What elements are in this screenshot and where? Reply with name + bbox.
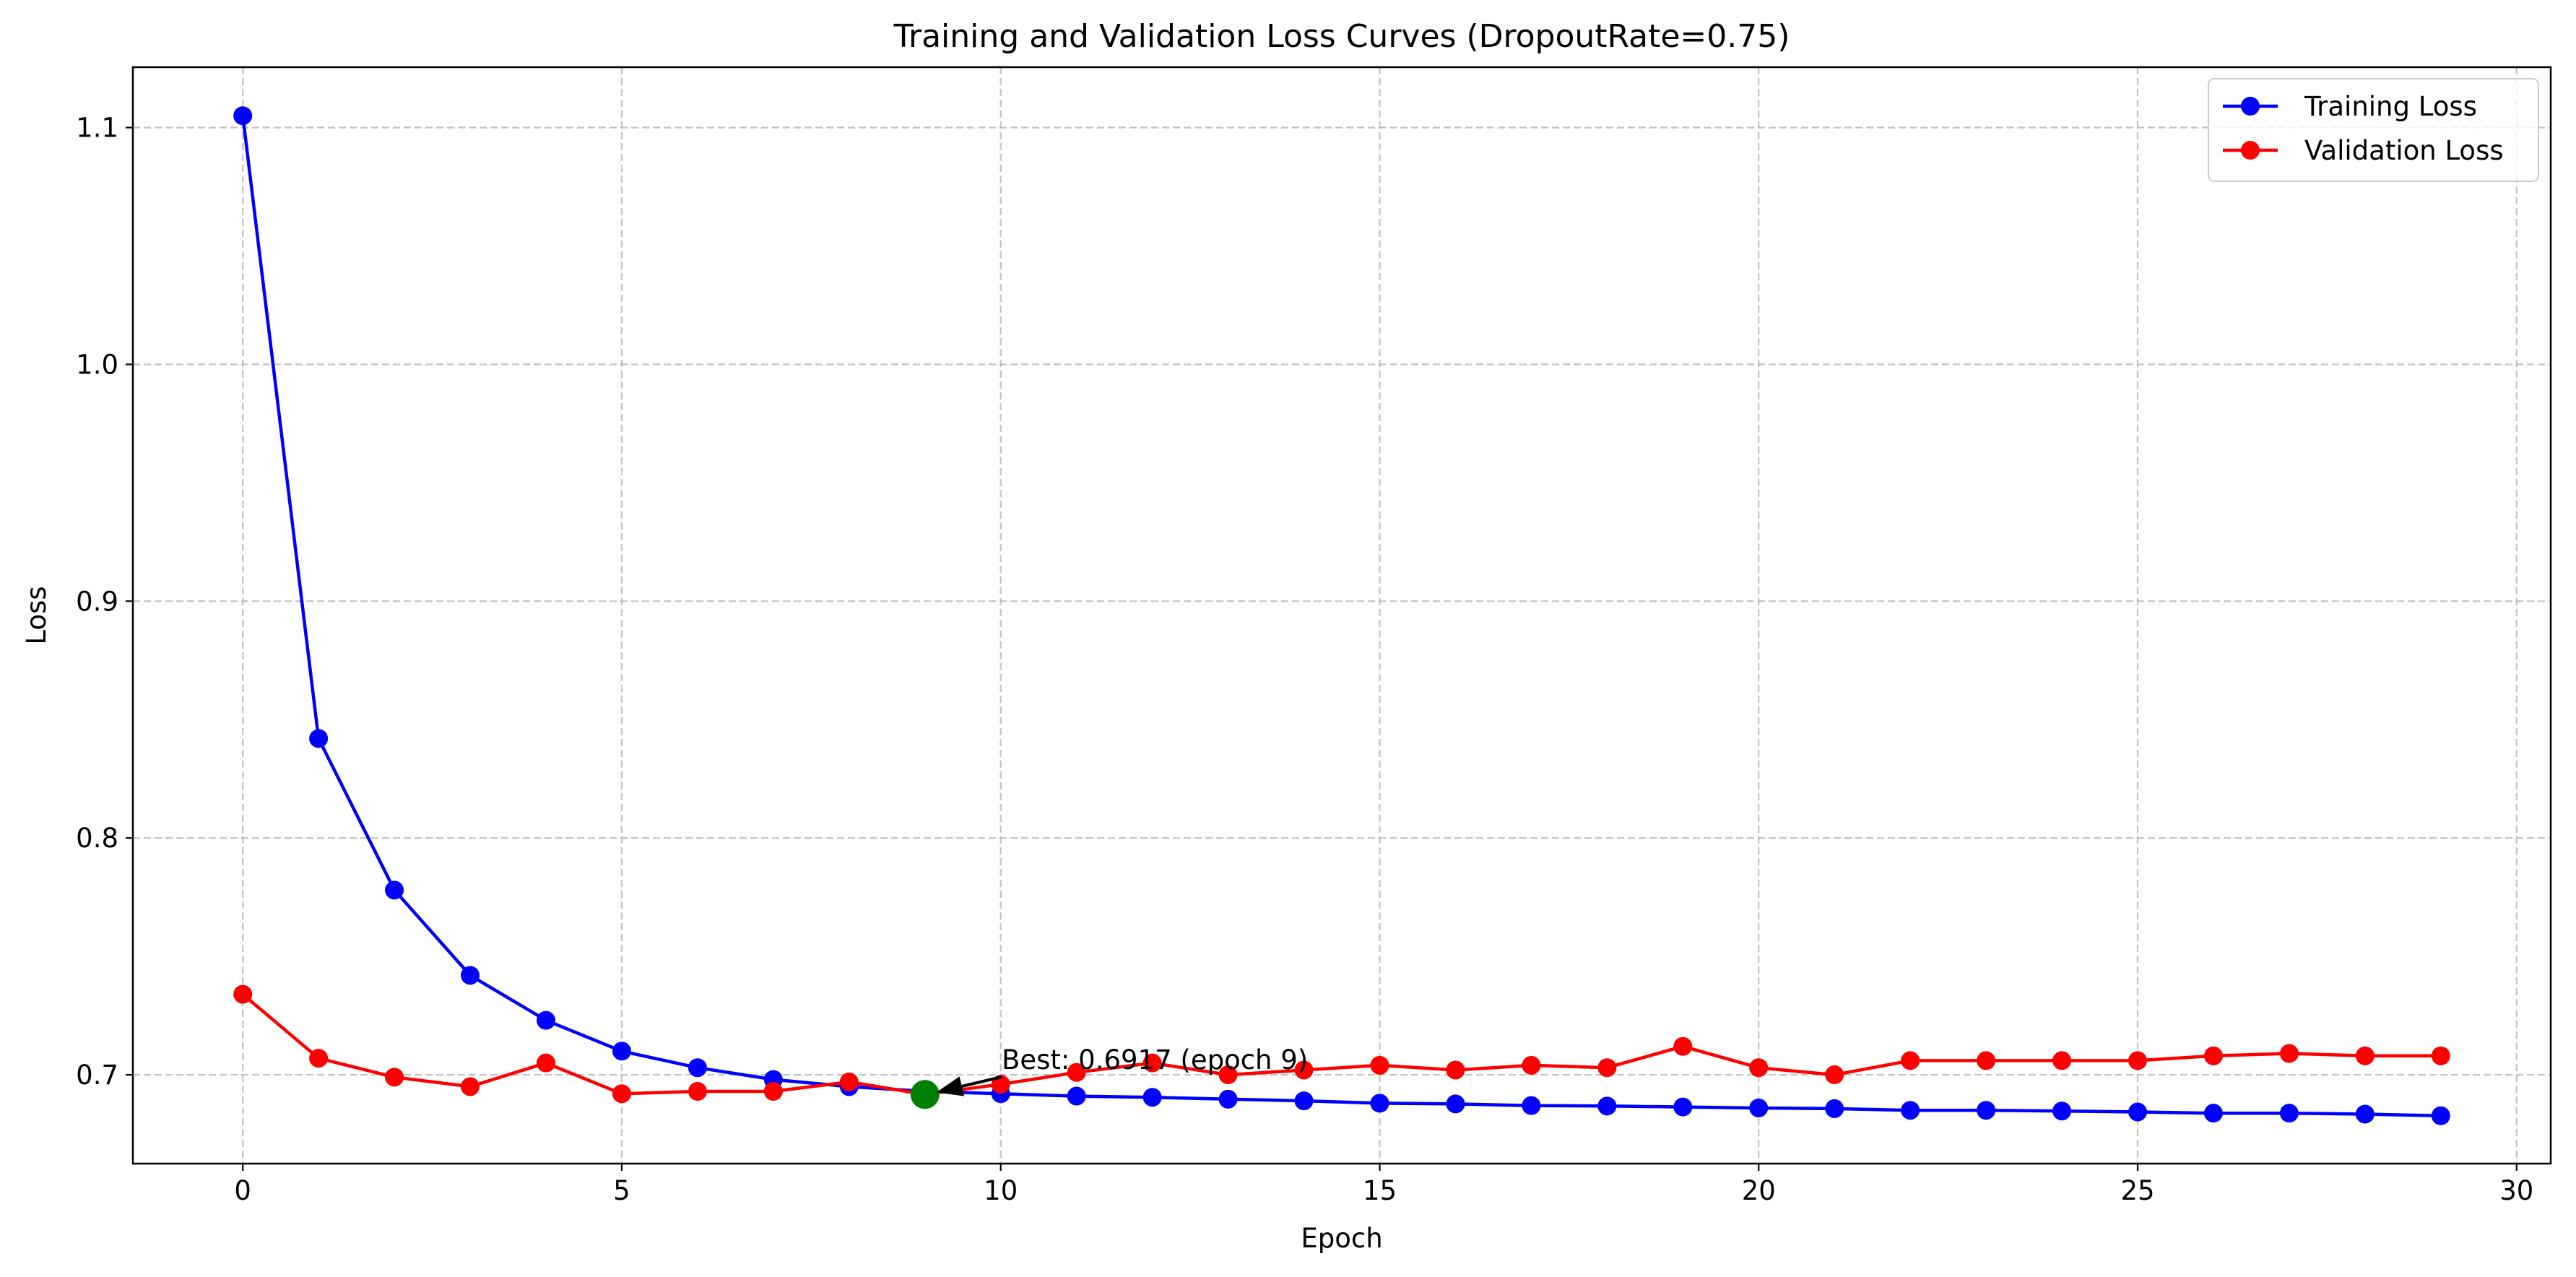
x-tick-label: 5: [613, 1175, 630, 1206]
x-tick-label: 15: [1363, 1175, 1397, 1206]
y-axis-label: Loss: [21, 586, 52, 644]
validation-loss-point: [2279, 1044, 2299, 1063]
training-loss-point: [1142, 1088, 1162, 1107]
legend-validation-marker: [2241, 141, 2260, 160]
x-tick-label: 10: [984, 1175, 1018, 1206]
validation-loss-point: [763, 1082, 783, 1101]
best-annotation: Best: 0.6917 (epoch 9): [910, 1044, 1308, 1109]
validation-loss-point: [2431, 1046, 2450, 1065]
best-point-marker: [910, 1080, 940, 1109]
validation-loss-point: [1597, 1058, 1617, 1078]
legend-box: [2208, 78, 2539, 182]
x-tick-label: 0: [234, 1175, 251, 1206]
training-loss-point: [309, 729, 329, 748]
validation-loss-point: [385, 1068, 404, 1087]
training-loss-point: [1218, 1089, 1238, 1109]
grid: [133, 67, 2551, 1164]
validation-loss-point: [1294, 1060, 1314, 1080]
x-tick-label: 25: [2120, 1175, 2154, 1206]
validation-loss-point: [2128, 1051, 2148, 1070]
validation-loss-point: [1749, 1058, 1769, 1078]
series-layer: [233, 106, 2450, 1125]
training-loss-point: [461, 966, 480, 985]
validation-loss-point: [1673, 1036, 1693, 1056]
validation-loss-point: [1218, 1065, 1238, 1085]
training-loss-point: [1446, 1094, 1465, 1114]
training-loss-point: [1597, 1096, 1617, 1116]
training-loss-point: [385, 880, 404, 900]
legend-validation-label: Validation Loss: [2304, 135, 2504, 166]
y-tick-label: 0.8: [76, 823, 118, 854]
validation-loss-point: [688, 1082, 707, 1101]
x-axis-label: Epoch: [1301, 1223, 1382, 1254]
validation-loss-point: [1446, 1060, 1465, 1080]
y-tick-label: 0.7: [76, 1060, 118, 1091]
y-tick-label: 1.0: [76, 349, 118, 380]
validation-loss-point: [1977, 1051, 1996, 1070]
validation-loss-point: [1370, 1055, 1389, 1075]
validation-loss-point: [1901, 1051, 1920, 1070]
legend-training-label: Training Loss: [2304, 91, 2477, 122]
y-tick-label: 1.1: [76, 113, 118, 144]
training-loss-point: [233, 106, 253, 126]
y-tick-label: 0.9: [76, 586, 118, 617]
training-loss-point: [1977, 1101, 1996, 1120]
validation-loss-point: [1067, 1062, 1086, 1082]
validation-loss-point: [536, 1053, 555, 1073]
validation-loss-point: [309, 1049, 329, 1068]
training-loss-point: [2431, 1106, 2450, 1125]
training-loss-point: [2203, 1104, 2223, 1123]
training-loss-point: [1522, 1096, 1541, 1115]
training-loss-point: [1067, 1086, 1086, 1106]
training-loss-series: [233, 106, 2450, 1125]
validation-loss-point: [612, 1084, 631, 1104]
training-loss-point: [2279, 1104, 2299, 1123]
best-annotation-label: Best: 0.6917 (epoch 9): [1002, 1044, 1308, 1075]
y-axis: 0.7 0.8 0.9 1.0 1.1: [76, 113, 133, 1091]
training-loss-point: [1825, 1099, 1844, 1118]
training-loss-point: [612, 1042, 631, 1061]
training-loss-line: [240, 115, 2441, 1118]
training-loss-point: [2052, 1101, 2072, 1121]
best-annotation-arrowhead: [936, 1076, 964, 1096]
validation-loss-point: [839, 1072, 859, 1091]
validation-loss-point: [2355, 1046, 2375, 1065]
training-loss-point: [1749, 1098, 1769, 1117]
training-loss-point: [2128, 1102, 2148, 1122]
training-loss-point: [536, 1010, 555, 1030]
validation-loss-series: [233, 984, 2450, 1104]
chart-title: Training and Validation Loss Curves (Dro…: [893, 18, 1790, 55]
training-loss-point: [1901, 1101, 1920, 1120]
training-loss-point: [1673, 1097, 1693, 1117]
x-tick-label: 20: [1742, 1175, 1776, 1206]
validation-loss-point: [1142, 1053, 1162, 1073]
training-loss-point: [1294, 1091, 1314, 1111]
plot-area-frame: [131, 66, 2552, 1165]
x-tick-label: 30: [2499, 1175, 2533, 1206]
best-annotation-arrow-shaft: [961, 1075, 1002, 1088]
legend: Training Loss Validation Loss: [2208, 78, 2539, 182]
validation-loss-point: [1825, 1065, 1844, 1085]
x-axis: 0 5 10 15 20 25 30: [234, 1164, 2533, 1206]
validation-loss-point: [461, 1077, 480, 1096]
validation-loss-point: [2203, 1046, 2223, 1065]
validation-loss-point: [1522, 1055, 1541, 1075]
legend-training-marker: [2241, 97, 2260, 116]
validation-loss-line: [241, 992, 2441, 1096]
training-loss-point: [2355, 1104, 2375, 1124]
validation-loss-point: [233, 984, 253, 1004]
training-loss-point: [1370, 1094, 1389, 1113]
training-loss-point: [688, 1058, 707, 1078]
validation-loss-point: [2052, 1051, 2072, 1070]
